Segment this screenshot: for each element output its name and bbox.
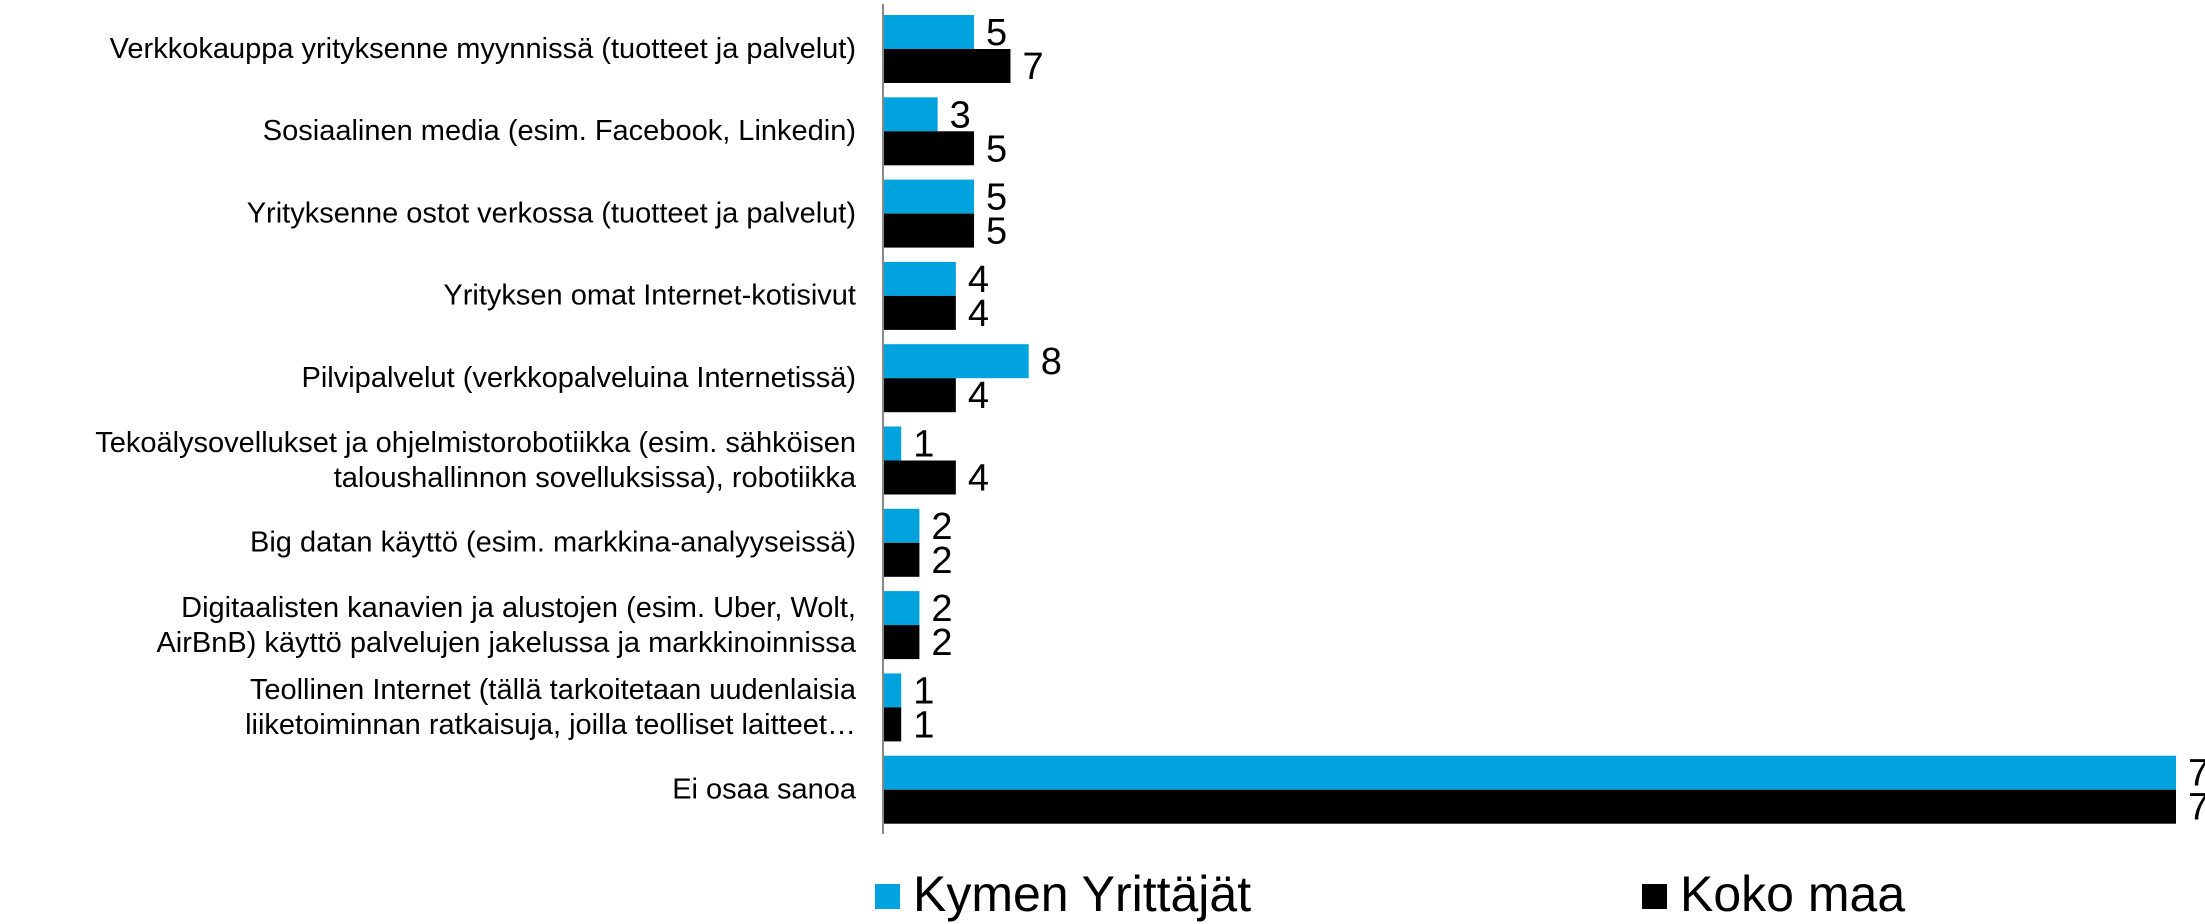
value-label: 2 bbox=[931, 622, 952, 664]
bar bbox=[883, 49, 1011, 83]
value-label: 4 bbox=[968, 458, 989, 500]
value-label: 8 bbox=[1041, 341, 1062, 383]
legend-label: Koko maa bbox=[1680, 866, 1905, 922]
category-label: Sosiaalinen media (esim. Facebook, Linke… bbox=[263, 115, 856, 147]
value-label: 2 bbox=[931, 506, 952, 548]
bar bbox=[883, 625, 920, 660]
value-label: 7 bbox=[1022, 46, 1043, 88]
bar bbox=[883, 460, 956, 495]
bar bbox=[883, 755, 2176, 790]
value-label: 4 bbox=[968, 293, 989, 335]
value-label: 71 bbox=[2188, 787, 2205, 829]
value-label: 4 bbox=[968, 375, 989, 417]
bar bbox=[883, 131, 975, 166]
category-label: Big datan käyttö (esim. markkina-analyys… bbox=[250, 527, 856, 559]
value-label: 5 bbox=[986, 128, 1007, 170]
bar bbox=[883, 213, 975, 248]
category-label: Pilvipalvelut (verkkopalveluina Internet… bbox=[302, 362, 856, 394]
category-label: Ei osaa sanoa bbox=[672, 774, 857, 806]
bar bbox=[883, 295, 956, 330]
value-label: 2 bbox=[931, 540, 952, 582]
category-label: Yrityksen omat Internet-kotisivut bbox=[443, 280, 856, 312]
category-label: Digitaalisten kanavien ja alustojen (esi… bbox=[156, 591, 856, 658]
value-label: 1 bbox=[913, 704, 934, 746]
bar bbox=[883, 542, 920, 577]
bar bbox=[883, 673, 902, 708]
value-label: 1 bbox=[913, 424, 934, 466]
bar bbox=[883, 15, 975, 49]
bar bbox=[883, 179, 975, 214]
bar bbox=[883, 426, 902, 461]
bar bbox=[883, 261, 956, 296]
bar bbox=[883, 97, 938, 132]
value-label: 5 bbox=[986, 177, 1007, 219]
category-label: Tekoälysovellukset ja ohjelmistorobotiik… bbox=[95, 427, 857, 494]
value-label: 1 bbox=[913, 670, 934, 712]
value-label: 5 bbox=[986, 211, 1007, 253]
legend-swatch bbox=[1642, 884, 1667, 909]
category-label: Verkkokauppa yrityksenne myynnissä (tuot… bbox=[110, 33, 856, 65]
value-label: 4 bbox=[968, 259, 989, 301]
bar bbox=[883, 707, 902, 742]
bar bbox=[883, 508, 920, 543]
bar bbox=[883, 789, 2176, 824]
category-label: Yrityksenne ostot verkossa (tuotteet ja … bbox=[247, 197, 856, 229]
bar bbox=[883, 378, 956, 413]
legend-swatch bbox=[875, 884, 900, 909]
bar bbox=[883, 591, 920, 626]
category-label: Teollinen Internet (tällä tarkoitetaan u… bbox=[245, 674, 857, 741]
value-label: 71 bbox=[2188, 753, 2205, 795]
value-label: 5 bbox=[986, 12, 1007, 54]
value-label: 2 bbox=[931, 588, 952, 630]
bar bbox=[883, 344, 1029, 379]
legend-label: Kymen Yrittäjät bbox=[913, 866, 1251, 922]
value-label: 3 bbox=[950, 94, 971, 136]
